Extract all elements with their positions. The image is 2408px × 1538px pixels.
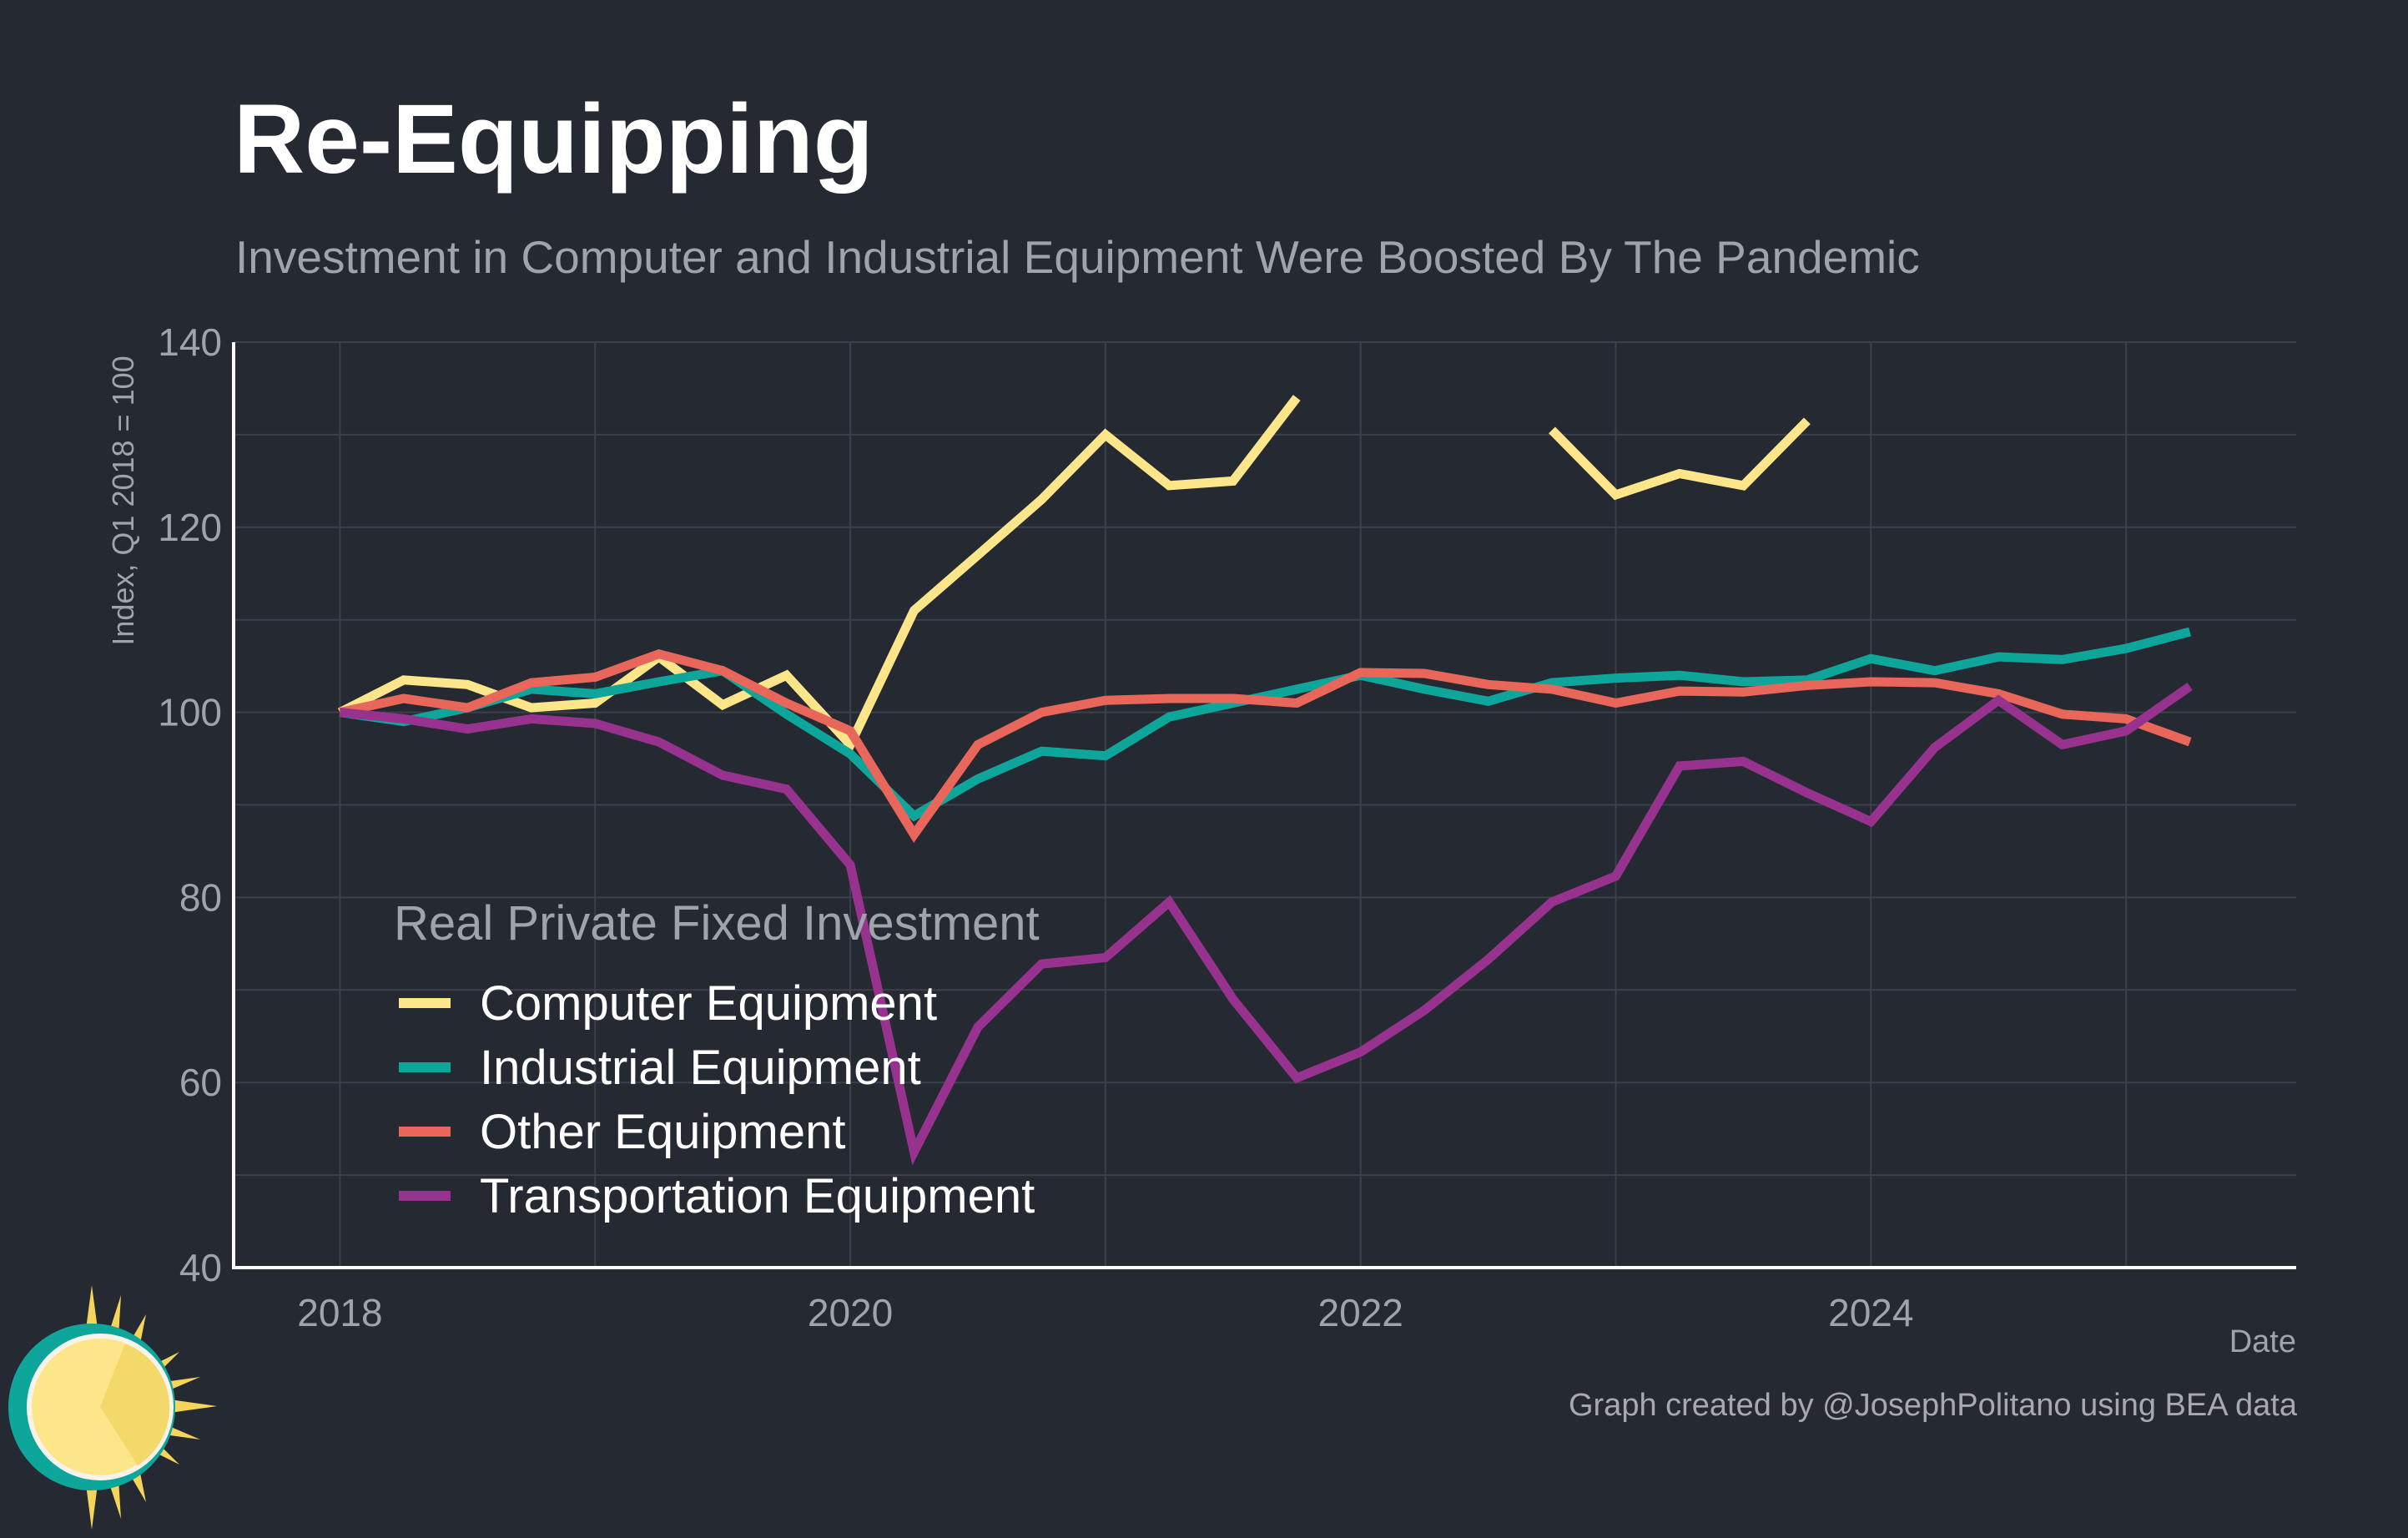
source-caption: Graph created by @JosephPolitano using B… [1568,1388,2297,1423]
y-tick-label: 120 [158,506,222,549]
x-tick-label: 2020 [808,1291,893,1334]
grid-lines [234,341,2296,1268]
y-tick-label: 40 [179,1246,222,1289]
axes [232,342,2296,1269]
x-tick-label: 2024 [1828,1291,1913,1334]
x-tick-label: 2018 [297,1291,382,1334]
legend-label: Computer Equipment [480,976,937,1031]
legend: Real Private Fixed Investment Computer E… [394,896,1040,1223]
series-line-industrial-equipment [339,627,2191,822]
legend-label: Other Equipment [480,1105,845,1159]
y-tick-label: 100 [158,691,222,734]
series-line-transportation-equipment [339,682,2193,1166]
chart-title: Re-Equipping [234,84,874,194]
legend-label: Industrial Equipment [480,1041,921,1095]
legend-title: Real Private Fixed Investment [394,896,1040,951]
x-tick-label: 2022 [1318,1291,1403,1334]
sun-logo-icon [8,1285,217,1530]
series-lines [337,395,2193,1166]
legend-label: Transportation Equipment [480,1169,1035,1223]
series-line-other-equipment [339,648,2192,843]
chart-subtitle: Investment in Computer and Industrial Eq… [235,231,1920,283]
y-tick-label: 140 [158,320,222,364]
y-tick-label: 60 [179,1061,222,1104]
tick-labels: 40 60 80 100 120 140 2018 2020 2022 2024 [158,320,1913,1334]
x-axis-label: Date [2229,1324,2296,1359]
y-tick-label: 80 [179,875,222,919]
y-axis-label: Index, Q1 2018 = 100 [106,356,140,645]
